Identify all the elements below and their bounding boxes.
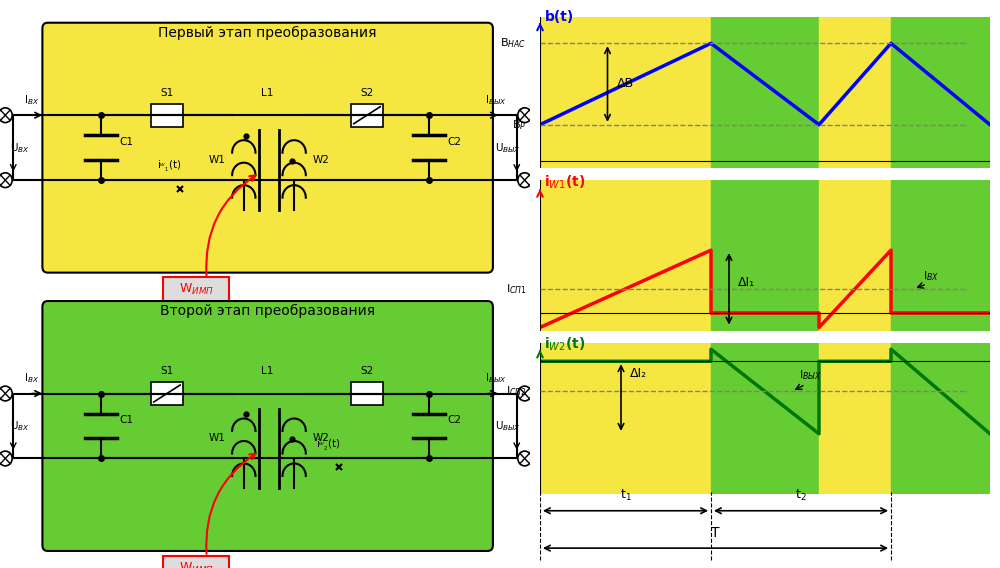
Text: S1: S1 — [160, 88, 174, 98]
Text: I$_{ВЫХ}$: I$_{ВЫХ}$ — [485, 371, 506, 385]
Text: W$_{ИМП}$: W$_{ИМП}$ — [179, 282, 214, 297]
Text: S2: S2 — [360, 88, 374, 98]
Bar — [891, 17, 990, 168]
Text: U$_{ВЫХ}$: U$_{ВЫХ}$ — [495, 419, 520, 433]
Text: U$_{ВХ}$: U$_{ВХ}$ — [10, 419, 29, 433]
Bar — [540, 180, 711, 331]
Text: C1: C1 — [119, 415, 133, 425]
Bar — [540, 343, 711, 494]
Text: L1: L1 — [261, 366, 273, 377]
Text: W2: W2 — [313, 433, 330, 444]
Text: i$_{ᵂ_2}$(t): i$_{ᵂ_2}$(t) — [316, 438, 341, 453]
Text: S2: S2 — [360, 366, 374, 377]
Bar — [711, 17, 819, 168]
Bar — [540, 17, 711, 168]
Text: T: T — [711, 526, 720, 540]
Text: C1: C1 — [119, 137, 133, 147]
Text: ΔI₂: ΔI₂ — [630, 367, 647, 380]
Text: W$_{ИМП}$: W$_{ИМП}$ — [179, 561, 214, 568]
Bar — [351, 104, 383, 127]
Bar — [151, 382, 183, 405]
FancyBboxPatch shape — [42, 23, 493, 273]
Text: B$_{Р}$: B$_{Р}$ — [512, 118, 526, 132]
Text: W1: W1 — [208, 433, 225, 444]
Text: Второй этап преобразования: Второй этап преобразования — [160, 304, 375, 318]
Bar — [819, 17, 891, 168]
Text: I$_{ВХ}$: I$_{ВХ}$ — [923, 269, 940, 283]
Text: I$_{СП1}$: I$_{СП1}$ — [506, 282, 526, 296]
Bar — [819, 343, 891, 494]
Bar — [819, 180, 891, 331]
Text: Первый этап преобразования: Первый этап преобразования — [158, 26, 377, 40]
Bar — [351, 382, 383, 405]
Bar — [711, 343, 819, 494]
Text: ΔB: ΔB — [616, 77, 634, 90]
Text: ΔI₁: ΔI₁ — [738, 276, 755, 289]
Text: i$_{W2}$(t): i$_{W2}$(t) — [544, 336, 586, 353]
Text: I$_{СП2}$: I$_{СП2}$ — [506, 385, 526, 398]
Text: B$_{НАС}$: B$_{НАС}$ — [500, 36, 526, 50]
Bar — [891, 343, 990, 494]
Text: S1: S1 — [160, 366, 174, 377]
Text: t$_2$: t$_2$ — [795, 488, 807, 503]
Text: I$_{ВЫХ}$: I$_{ВЫХ}$ — [799, 368, 821, 382]
Text: I$_{ВХ}$: I$_{ВХ}$ — [24, 371, 39, 385]
Text: W2: W2 — [313, 155, 330, 165]
Text: I$_{ВЫХ}$: I$_{ВЫХ}$ — [485, 93, 506, 107]
Text: C2: C2 — [448, 137, 462, 147]
Bar — [891, 180, 990, 331]
FancyBboxPatch shape — [163, 277, 229, 302]
Bar — [711, 180, 819, 331]
Text: L1: L1 — [261, 88, 273, 98]
FancyBboxPatch shape — [42, 301, 493, 551]
Text: i$_{ᵂ_1}$(t): i$_{ᵂ_1}$(t) — [157, 160, 182, 174]
Bar — [151, 104, 183, 127]
Text: U$_{ВХ}$: U$_{ВХ}$ — [10, 141, 29, 154]
Text: b(t): b(t) — [544, 10, 574, 24]
Text: I$_{ВХ}$: I$_{ВХ}$ — [24, 93, 39, 107]
Text: U$_{ВЫХ}$: U$_{ВЫХ}$ — [495, 141, 520, 154]
Text: W1: W1 — [208, 155, 225, 165]
Text: C2: C2 — [448, 415, 462, 425]
Text: i$_{W1}$(t): i$_{W1}$(t) — [544, 174, 586, 191]
FancyBboxPatch shape — [163, 556, 229, 568]
Text: t$_1$: t$_1$ — [620, 488, 631, 503]
